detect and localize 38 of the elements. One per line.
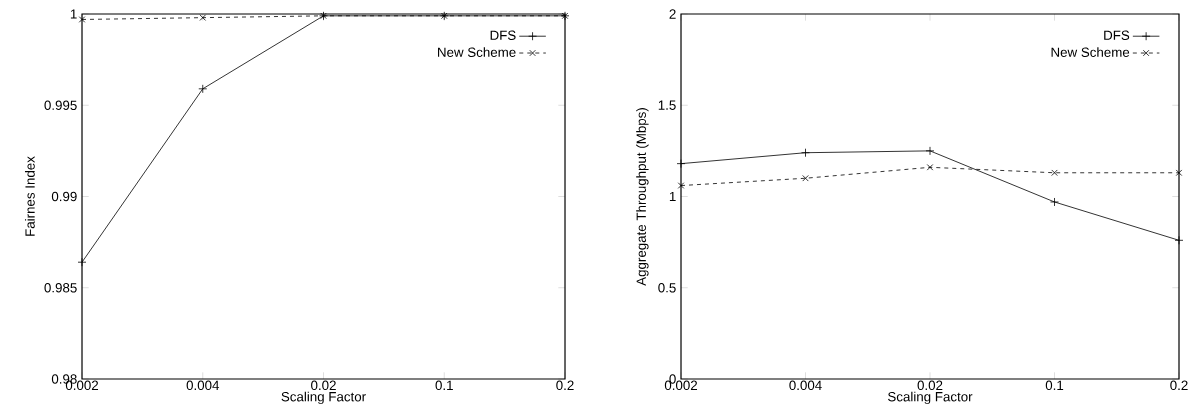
point (1175, 169, 1183, 177)
legend-label: DFS (490, 30, 516, 40)
y-tick-label: 1.5 (658, 100, 676, 110)
y-tick-label: 0.99 (51, 191, 77, 202)
legend-label: New Scheme (1051, 47, 1130, 57)
point (199, 14, 206, 21)
x-tick-label: 0.1 (1045, 380, 1064, 391)
point (926, 164, 934, 171)
x-tick-label: 0.004 (789, 380, 822, 391)
x-tick-label: 0.2 (556, 380, 574, 391)
y-axis-title: Aggregate Throughput (Mbps) (636, 108, 649, 286)
point (802, 175, 809, 182)
point (1050, 197, 1059, 207)
legend-label: DFS (1104, 30, 1130, 40)
point (677, 182, 685, 189)
x-tick-label: 0.02 (311, 380, 336, 391)
point (1051, 169, 1058, 177)
point (1174, 235, 1184, 245)
y-axis-title: Fairnes Index (24, 156, 35, 236)
x-tick-label: 0.1 (435, 380, 453, 391)
y-tick-label: 0.985 (44, 283, 77, 293)
y-tick-label: 0.995 (44, 100, 77, 110)
x-tick-label: 0.004 (186, 380, 220, 391)
point (925, 146, 935, 156)
y-tick-label: 1 (669, 191, 676, 202)
y-tick-label: 0.5 (658, 283, 676, 293)
x-axis-title: Scaling Factor (888, 391, 973, 405)
x-tick-label: 0.02 (917, 380, 943, 391)
point (801, 148, 810, 158)
y-tick-label: 1 (70, 9, 77, 19)
x-axis-title: Scaling Factor (281, 391, 366, 405)
point (78, 16, 86, 23)
x-tick-label: 0.2 (1170, 380, 1188, 391)
point (77, 257, 87, 267)
legend-label: New Scheme (438, 47, 516, 57)
y-tick-label: 2 (669, 9, 676, 19)
point (676, 159, 686, 169)
point (198, 84, 208, 94)
